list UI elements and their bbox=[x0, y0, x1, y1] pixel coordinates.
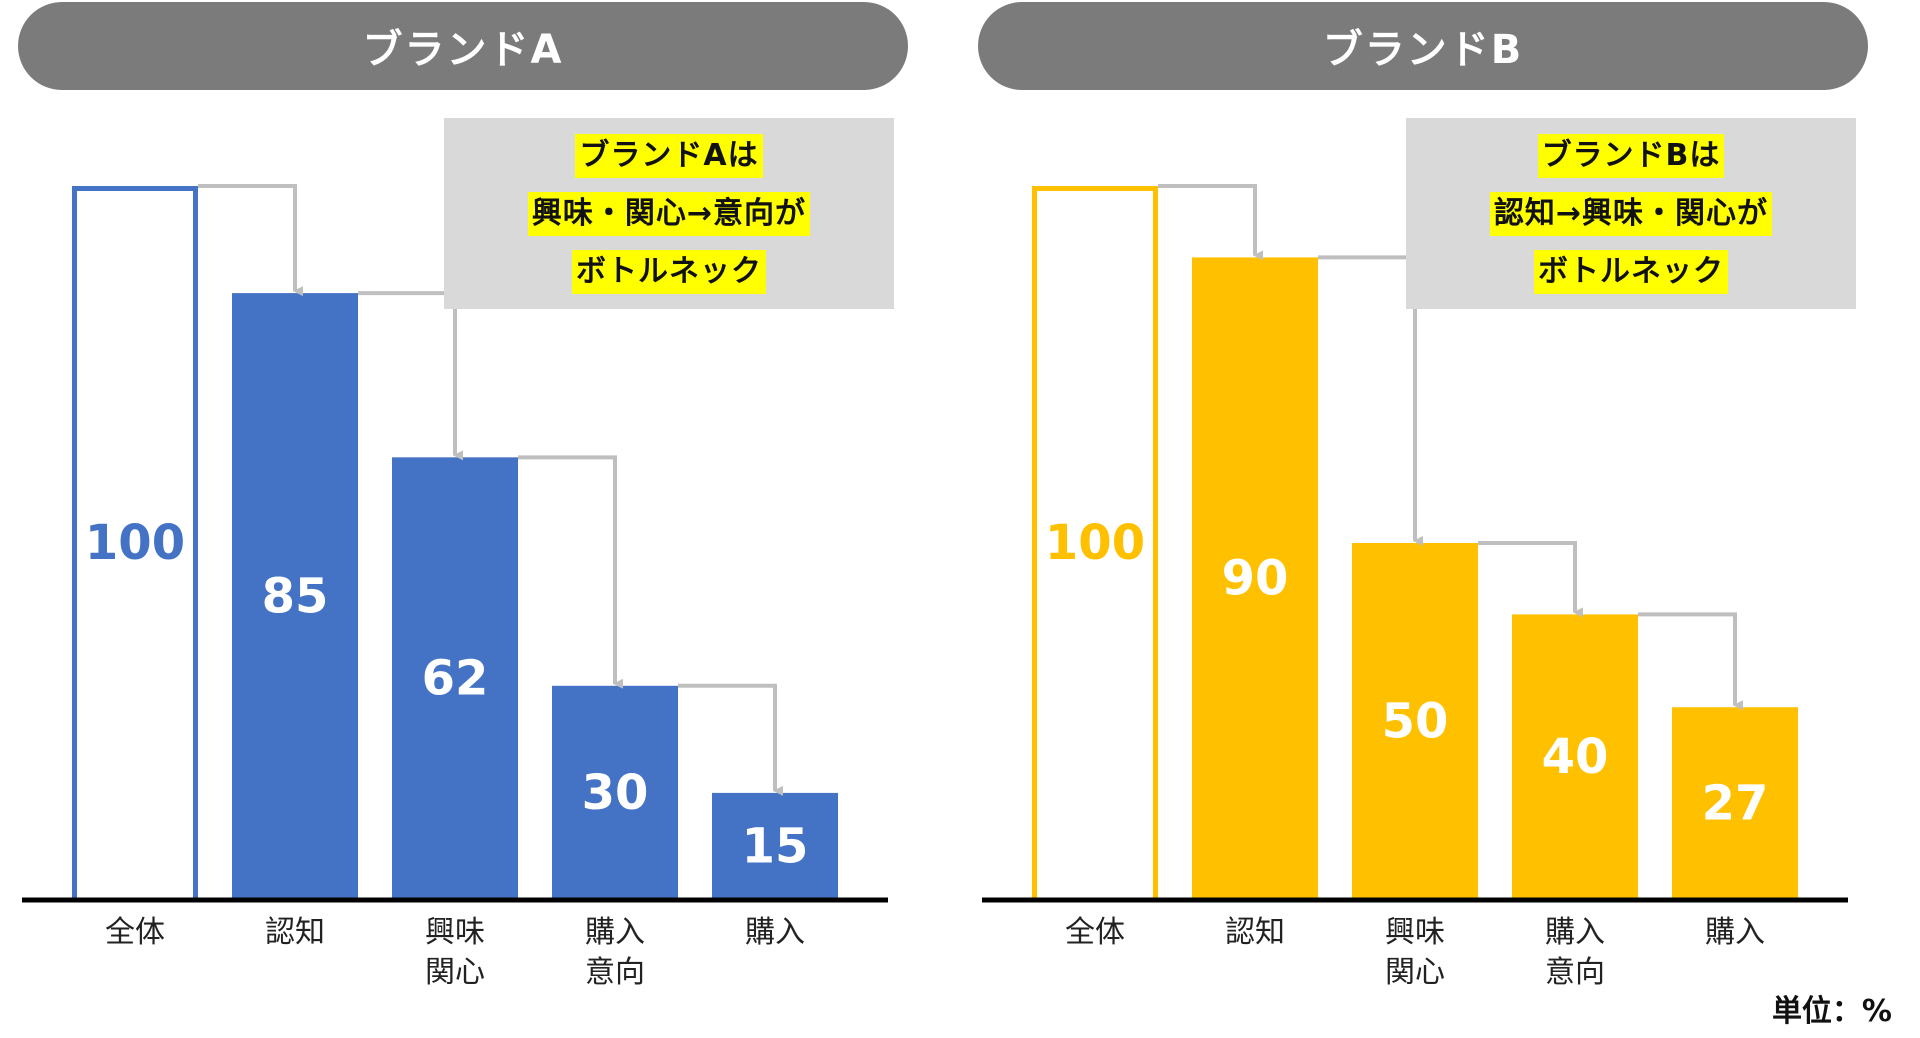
category-label: 関心 bbox=[425, 955, 485, 990]
category-label: 購入 bbox=[745, 915, 805, 950]
category-label: 意向 bbox=[1545, 955, 1605, 990]
category-label: 認知 bbox=[1225, 915, 1285, 950]
connector-arrow bbox=[1158, 184, 1263, 261]
connector-arrow bbox=[678, 683, 783, 796]
brand-a-panel: ブランドA 100 85 62 30 15 全体 認知 興味関心 購入意向 購入 ブランドAは 興… bbox=[18, 2, 908, 990]
category-label: 意向 bbox=[585, 955, 645, 990]
data-label: 50 bbox=[1382, 694, 1449, 750]
annotation-line: ボトルネック bbox=[1534, 249, 1728, 294]
connector-arrow bbox=[1478, 541, 1583, 618]
bar bbox=[1192, 257, 1318, 900]
category-label: 全体 bbox=[1065, 915, 1125, 950]
data-label: 27 bbox=[1702, 776, 1769, 832]
data-label: 100 bbox=[85, 515, 185, 571]
bar bbox=[1672, 707, 1798, 900]
unit-label: 単位：% bbox=[1771, 994, 1892, 1029]
data-label: 15 bbox=[742, 818, 809, 874]
category-label: 購入 bbox=[1705, 915, 1765, 950]
brand-b-panel: ブランドB 100 90 50 40 27 全体 認知 興味関心 購入意向 購入 ブランドBは 認… bbox=[960, 0, 1920, 1038]
annotation-line: ブランドAは bbox=[575, 133, 763, 178]
brand-a-title: ブランドA bbox=[18, 2, 908, 90]
category-label: 全体 bbox=[105, 915, 165, 950]
data-label: 100 bbox=[1045, 515, 1145, 571]
category-label: 関心 bbox=[1385, 955, 1445, 990]
bar bbox=[232, 293, 358, 901]
category-label: 購入 bbox=[585, 915, 645, 950]
annotation-line: ブランドBは bbox=[1537, 133, 1725, 178]
bar bbox=[392, 457, 518, 900]
bar bbox=[552, 685, 678, 900]
category-label: 認知 bbox=[265, 915, 325, 950]
category-label: 興味 bbox=[1385, 915, 1445, 950]
connector-arrow bbox=[198, 184, 303, 297]
bar bbox=[712, 792, 838, 900]
annotation-line: 興味・関心→意向が bbox=[527, 191, 811, 236]
annotation-line: 認知→興味・関心が bbox=[1489, 191, 1773, 236]
category-label: 購入 bbox=[1545, 915, 1605, 950]
annotation-line: ボトルネック bbox=[572, 249, 766, 294]
data-label: 40 bbox=[1542, 729, 1609, 785]
data-label: 90 bbox=[1222, 551, 1289, 607]
data-label: 85 bbox=[262, 569, 329, 625]
data-label: 30 bbox=[582, 765, 649, 821]
bar bbox=[1512, 614, 1638, 900]
connector-arrow bbox=[518, 455, 623, 689]
brand-b-title: ブランドB bbox=[978, 2, 1868, 90]
brand-b-annotation: ブランドBは 認知→興味・関心が ボトルネック bbox=[1406, 118, 1856, 309]
data-label: 62 bbox=[422, 651, 489, 707]
category-label: 興味 bbox=[425, 915, 485, 950]
connector-arrow bbox=[1638, 612, 1743, 711]
bar bbox=[1352, 543, 1478, 900]
brand-a-annotation: ブランドAは 興味・関心→意向が ボトルネック bbox=[444, 118, 894, 309]
